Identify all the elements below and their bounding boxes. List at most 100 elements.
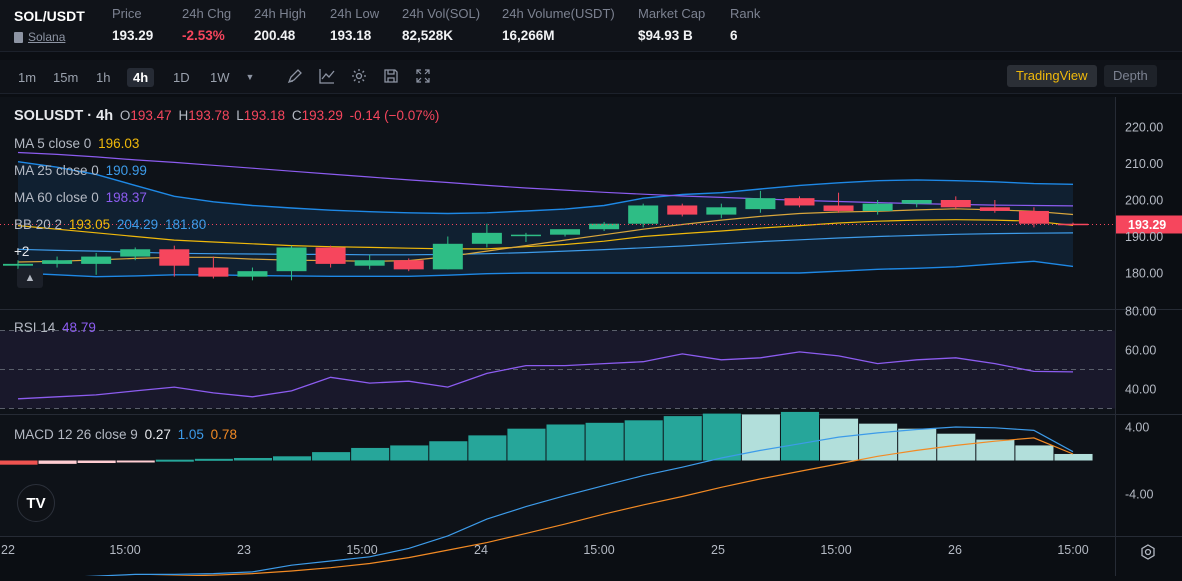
price-axis-label: 190.00 <box>1125 230 1163 244</box>
candle-body <box>432 243 463 270</box>
macd-histogram-bar <box>155 459 194 462</box>
legend-low: 193.18 <box>243 108 286 123</box>
stat-24h-vol-sol-value: 82,528K <box>402 28 454 43</box>
legend-more-button[interactable]: +2 <box>14 244 30 259</box>
legend-rsi[interactable]: RSI 14 48.79 <box>14 320 96 335</box>
macd-histogram-bar <box>741 414 780 461</box>
macd-histogram-bar <box>780 411 820 461</box>
legend-ma60-value: 198.37 <box>105 190 147 205</box>
timeframe-1w[interactable]: 1W <box>210 70 230 85</box>
candle-body <box>120 249 151 257</box>
macd-axis-label: -4.00 <box>1125 488 1154 502</box>
time-axis-label: 15:00 <box>583 543 614 557</box>
macd-histogram-bar <box>507 428 546 461</box>
chart-toolbar: 1m 15m 1h 4h 1D 1W ▼ <box>0 60 1182 94</box>
candle-body <box>979 207 1010 211</box>
timeframe-15m[interactable]: 15m <box>53 70 79 85</box>
dropdown-arrow-icon[interactable]: ▼ <box>245 72 255 82</box>
macd-histogram-bar <box>546 424 585 461</box>
bollinger-upper-line <box>17 161 1074 215</box>
time-axis-label: 26 <box>948 543 962 557</box>
rsi-axis-label: 80.00 <box>1125 305 1156 319</box>
stat-24h-high: 24h High 200.48 <box>254 6 307 43</box>
stat-price-value: 193.29 <box>112 28 154 43</box>
stat-24h-change-value: -2.53% <box>182 28 225 43</box>
rsi-line <box>17 351 1074 400</box>
ma60-line <box>17 151 1074 207</box>
candle-body <box>628 205 659 224</box>
macd-histogram-bar <box>624 420 663 461</box>
candle-body <box>510 234 541 237</box>
legend-bb[interactable]: BB 20 2 193.05 204.29 181.80 <box>14 217 207 232</box>
ma25-line <box>17 232 1074 256</box>
view-tradingview-button[interactable]: TradingView <box>1007 65 1097 87</box>
fullscreen-icon[interactable] <box>414 68 432 86</box>
macd-histogram-bar <box>1015 445 1054 461</box>
legend-bb-low: 181.80 <box>164 217 207 232</box>
candle-body <box>706 207 737 215</box>
candle-body <box>198 267 229 277</box>
stat-24h-low: 24h Low 193.18 <box>330 6 380 43</box>
candle-body <box>393 260 424 270</box>
coin-name[interactable]: Solana <box>28 30 66 44</box>
chart-canvas[interactable]: 193.29 220.00 210.00 200.00 190.00 180.00 80.0… <box>0 97 1182 579</box>
candle-body <box>823 205 854 211</box>
save-icon[interactable] <box>382 68 400 86</box>
macd-histogram-bar <box>976 439 1015 461</box>
symbol-name[interactable]: SOL/USDT <box>14 8 85 24</box>
stat-24h-high-value: 200.48 <box>254 28 296 43</box>
legend-open: 193.47 <box>130 108 172 123</box>
macd-histogram-bar <box>390 445 429 461</box>
chart-settings-icon[interactable] <box>1139 543 1157 561</box>
macd-histogram-bar <box>702 413 741 461</box>
time-axis-label: 22 <box>1 543 15 557</box>
legend-symbol-title: SOLUSDT · 4h <box>14 108 114 124</box>
macd-histogram-bar <box>272 456 312 461</box>
coin-link[interactable]: Solana <box>14 30 85 44</box>
macd-histogram-bar <box>585 422 624 461</box>
legend-macd-v2: 1.05 <box>177 427 204 442</box>
time-axis-label: 25 <box>711 543 725 557</box>
time-axis-label: 15:00 <box>346 543 377 557</box>
candle-body <box>237 271 268 277</box>
price-axis-label: 200.00 <box>1125 194 1163 208</box>
symbol-block[interactable]: SOL/USDT Solana <box>14 8 85 44</box>
current-price-label: 193.29 <box>1128 218 1166 232</box>
stat-24h-low-value: 193.18 <box>330 28 372 43</box>
candle-body <box>3 263 33 266</box>
view-depth-button[interactable]: Depth <box>1104 65 1157 87</box>
indicator-icon[interactable] <box>318 68 336 86</box>
time-axis-label: 15:00 <box>1057 543 1088 557</box>
legend-ma5[interactable]: MA 5 close 0 196.03 <box>14 136 140 151</box>
candle-body <box>1018 210 1049 224</box>
stat-24h-volume-usdt: 24h Volume(USDT) 16,266M <box>502 6 615 43</box>
rsi-pane <box>0 310 1115 414</box>
candle-body <box>940 200 971 208</box>
legend-ma60[interactable]: MA 60 close 0 198.37 <box>14 190 147 205</box>
candle-body <box>315 247 346 264</box>
ohlc-legend: SOLUSDT · 4h O193.47 H193.78 L193.18 C19… <box>14 108 440 124</box>
macd-histogram-bar <box>38 460 77 464</box>
macd-histogram-bar <box>898 428 937 461</box>
candle-body <box>42 260 73 264</box>
draw-tool-icon[interactable] <box>286 68 304 86</box>
collapse-legend-icon[interactable]: ▲ <box>17 268 43 288</box>
timeframe-1m[interactable]: 1m <box>18 70 37 85</box>
stat-24h-volume-usdt-value: 16,266M <box>502 28 555 43</box>
candle-body <box>901 200 932 204</box>
time-axis-label: 15:00 <box>109 543 140 557</box>
ticker-header: SOL/USDT Solana Price 193.29 24h Chg -2.53… <box>0 0 1182 52</box>
timeframe-1d[interactable]: 1D <box>173 70 190 85</box>
timeframe-1h[interactable]: 1h <box>96 70 111 85</box>
legend-macd-v3: 0.78 <box>210 427 237 442</box>
macd-histogram-bar <box>663 416 702 461</box>
legend-ma25[interactable]: MA 25 close 0 190.99 <box>14 163 147 178</box>
legend-rsi-value: 48.79 <box>62 320 96 335</box>
chart-area[interactable]: 193.29 220.00 210.00 200.00 190.00 180.00 80.0… <box>0 97 1182 579</box>
macd-histogram-bar <box>116 460 155 463</box>
macd-axis-label: 4.00 <box>1125 421 1149 435</box>
timeframe-4h[interactable]: 4h <box>127 68 155 87</box>
legend-macd[interactable]: MACD 12 26 close 9 0.27 1.05 0.78 <box>14 427 237 442</box>
document-icon <box>14 31 23 43</box>
settings-icon[interactable] <box>350 68 368 86</box>
